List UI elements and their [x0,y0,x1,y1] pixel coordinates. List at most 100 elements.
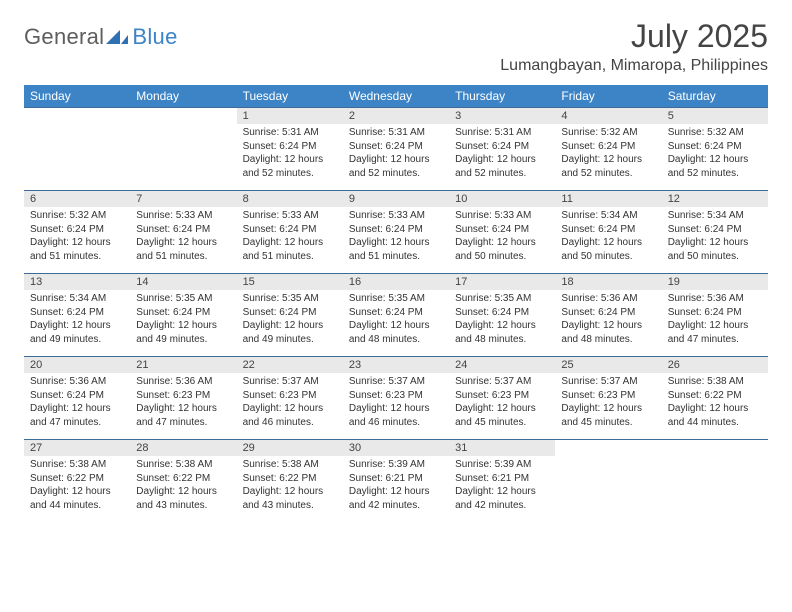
daylight-label: Daylight: [243,320,282,331]
day-number: 7 [136,193,142,205]
sunrise-line: Sunrise: 5:33 AM [136,209,230,223]
sunset-line: Sunset: 6:24 PM [455,140,549,154]
daylight-line: Daylight: 12 hours and 52 minutes. [668,153,762,180]
week-content-row: Sunrise: 5:38 AM Sunset: 6:22 PM Daylight:… [24,456,768,522]
day-content-cell: Sunrise: 5:37 AMSunset: 6:23 PMDaylight:… [449,373,555,440]
brand-logo: General Blue [24,24,178,50]
sunrise-label: Sunrise: [243,127,280,138]
sunset-label: Sunset: [455,473,489,484]
daylight-line: Daylight: 12 hours and 52 minutes. [243,153,337,180]
sunrise-value: 5:38 AM [69,459,106,470]
daylight-line: Daylight: 12 hours and 49 minutes. [243,319,337,346]
sunset-line: Sunset: 6:21 PM [349,472,443,486]
day-number: 16 [349,276,361,288]
day-number-cell: 3 [449,108,555,125]
sunrise-label: Sunrise: [243,459,280,470]
daylight-line: Daylight: 12 hours and 51 minutes. [30,236,124,263]
sunset-line: Sunset: 6:24 PM [30,306,124,320]
sunset-label: Sunset: [243,390,277,401]
sunset-line: Sunset: 6:24 PM [136,306,230,320]
col-friday: Friday [555,85,661,108]
sunset-label: Sunset: [455,307,489,318]
daylight-label: Daylight: [668,403,707,414]
day-content-cell: Sunrise: 5:33 AMSunset: 6:24 PMDaylight:… [237,207,343,274]
day-number-cell: 14 [130,274,236,291]
daylight-line: Daylight: 12 hours and 48 minutes. [561,319,655,346]
sunset-value: 6:24 PM [492,224,529,235]
sunset-value: 6:24 PM [492,141,529,152]
day-number: 13 [30,276,42,288]
sunset-label: Sunset: [243,307,277,318]
sunset-value: 6:24 PM [173,307,210,318]
sunset-line: Sunset: 6:24 PM [243,223,337,237]
sunset-line: Sunset: 6:24 PM [243,306,337,320]
sunrise-line: Sunrise: 5:31 AM [455,126,549,140]
day-number-cell: 16 [343,274,449,291]
sunset-line: Sunset: 6:24 PM [136,223,230,237]
sunset-label: Sunset: [349,224,383,235]
daylight-line: Daylight: 12 hours and 44 minutes. [30,485,124,512]
sunrise-value: 5:31 AM [282,127,319,138]
sunrise-value: 5:38 AM [707,376,744,387]
day-number: 14 [136,276,148,288]
sunrise-label: Sunrise: [455,210,492,221]
sunrise-label: Sunrise: [455,293,492,304]
sunset-label: Sunset: [561,307,595,318]
sunset-line: Sunset: 6:23 PM [243,389,337,403]
daylight-line: Daylight: 12 hours and 51 minutes. [136,236,230,263]
sunrise-line: Sunrise: 5:33 AM [455,209,549,223]
day-number-cell [555,440,661,457]
day-number: 19 [668,276,680,288]
day-content-cell: Sunrise: 5:38 AMSunset: 6:22 PMDaylight:… [237,456,343,522]
sunset-value: 6:24 PM [598,307,635,318]
daylight-line: Daylight: 12 hours and 50 minutes. [668,236,762,263]
sunrise-value: 5:35 AM [388,293,425,304]
day-number-cell: 27 [24,440,130,457]
sunset-value: 6:22 PM [704,390,741,401]
day-number-cell: 21 [130,357,236,374]
day-number: 12 [668,193,680,205]
sunset-value: 6:24 PM [279,141,316,152]
day-content-cell: Sunrise: 5:31 AMSunset: 6:24 PMDaylight:… [449,124,555,191]
daylight-line: Daylight: 12 hours and 42 minutes. [349,485,443,512]
daylight-line: Daylight: 12 hours and 43 minutes. [243,485,337,512]
daylight-line: Daylight: 12 hours and 45 minutes. [561,402,655,429]
day-content-cell [555,456,661,522]
sunrise-value: 5:39 AM [388,459,425,470]
daylight-label: Daylight: [349,237,388,248]
daylight-line: Daylight: 12 hours and 47 minutes. [668,319,762,346]
day-content-cell [662,456,768,522]
day-number-cell: 30 [343,440,449,457]
day-content-cell: Sunrise: 5:36 AMSunset: 6:24 PMDaylight:… [555,290,661,357]
sunset-line: Sunset: 6:24 PM [349,140,443,154]
day-number-cell: 8 [237,191,343,208]
daylight-line: Daylight: 12 hours and 48 minutes. [455,319,549,346]
col-sunday: Sunday [24,85,130,108]
daylight-line: Daylight: 12 hours and 52 minutes. [561,153,655,180]
daylight-label: Daylight: [668,237,707,248]
sunset-value: 6:24 PM [598,224,635,235]
sunset-line: Sunset: 6:24 PM [561,223,655,237]
sunset-line: Sunset: 6:22 PM [668,389,762,403]
sunrise-label: Sunrise: [668,210,705,221]
day-number: 25 [561,359,573,371]
sunrise-label: Sunrise: [668,293,705,304]
sunrise-value: 5:33 AM [495,210,532,221]
daylight-line: Daylight: 12 hours and 50 minutes. [455,236,549,263]
sunrise-value: 5:38 AM [176,459,213,470]
day-number: 21 [136,359,148,371]
sunset-line: Sunset: 6:24 PM [455,306,549,320]
sunset-value: 6:23 PM [492,390,529,401]
sunset-label: Sunset: [136,473,170,484]
day-content-cell: Sunrise: 5:32 AMSunset: 6:24 PMDaylight:… [662,124,768,191]
sunrise-value: 5:38 AM [282,459,319,470]
sunrise-line: Sunrise: 5:38 AM [30,458,124,472]
sunset-label: Sunset: [30,307,64,318]
sunset-line: Sunset: 6:22 PM [136,472,230,486]
day-number: 1 [243,110,249,122]
sunrise-line: Sunrise: 5:38 AM [668,375,762,389]
sunrise-line: Sunrise: 5:35 AM [136,292,230,306]
week-content-row: Sunrise: 5:34 AMSunset: 6:24 PMDaylight:… [24,290,768,357]
sunset-value: 6:21 PM [386,473,423,484]
sunset-value: 6:23 PM [279,390,316,401]
